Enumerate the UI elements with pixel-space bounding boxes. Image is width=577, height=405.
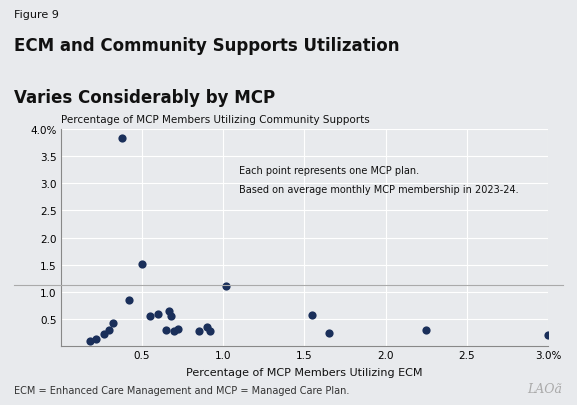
Point bbox=[153, 311, 163, 317]
Point bbox=[100, 331, 109, 338]
Point bbox=[92, 336, 101, 343]
Text: ECM = Enhanced Care Management and MCP = Managed Care Plan.: ECM = Enhanced Care Management and MCP =… bbox=[14, 385, 350, 395]
Text: LAOã: LAOã bbox=[527, 382, 563, 395]
Point bbox=[544, 332, 553, 339]
Point bbox=[222, 284, 231, 290]
Point bbox=[422, 327, 431, 333]
Point bbox=[165, 308, 174, 314]
Point bbox=[104, 327, 114, 333]
Point bbox=[137, 261, 147, 267]
Point bbox=[308, 312, 317, 319]
Point bbox=[118, 136, 127, 142]
Point bbox=[85, 338, 95, 344]
Text: Each point represents one MCP plan.: Each point represents one MCP plan. bbox=[239, 165, 419, 175]
Text: Figure 9: Figure 9 bbox=[14, 10, 59, 20]
Text: Based on average monthly MCP membership in 2023-24.: Based on average monthly MCP membership … bbox=[239, 184, 519, 194]
Text: Percentage of MCP Members Utilizing Community Supports: Percentage of MCP Members Utilizing Comm… bbox=[61, 115, 369, 125]
Point bbox=[205, 328, 215, 335]
Point bbox=[194, 328, 203, 335]
Point bbox=[162, 327, 171, 333]
Text: Varies Considerably by MCP: Varies Considerably by MCP bbox=[14, 89, 276, 107]
Point bbox=[145, 313, 155, 320]
X-axis label: Percentage of MCP Members Utilizing ECM: Percentage of MCP Members Utilizing ECM bbox=[186, 367, 422, 377]
Point bbox=[324, 330, 334, 336]
Point bbox=[167, 313, 176, 320]
Point bbox=[108, 320, 117, 326]
Point bbox=[202, 324, 211, 330]
Point bbox=[170, 328, 179, 335]
Text: ECM and Community Supports Utilization: ECM and Community Supports Utilization bbox=[14, 36, 400, 54]
Point bbox=[173, 326, 182, 332]
Point bbox=[124, 297, 133, 303]
